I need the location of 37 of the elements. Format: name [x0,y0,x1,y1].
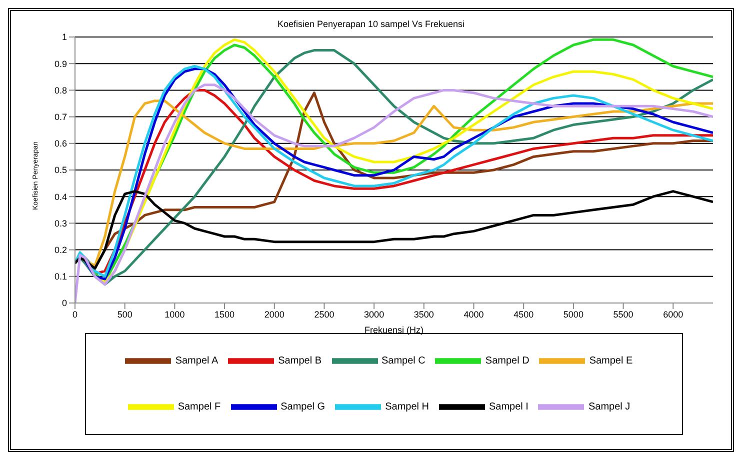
legend-label: Sampel B [278,356,322,367]
line-series [75,190,713,270]
y-tick-label: 0.1 [54,272,67,282]
y-tick-label: 0.2 [54,244,67,255]
y-tick-label: 0.5 [54,165,67,176]
x-tick-label: 5000 [563,309,584,320]
y-tick-label: 0.9 [54,58,67,69]
y-tick-label: 0 [62,298,67,308]
y-tick-label: 0.6 [54,138,67,149]
x-tick-label: 6000 [663,309,684,320]
x-tick-label: 1500 [214,309,235,320]
legend-label: Sampel A [175,356,218,367]
x-tick-label: 1000 [164,309,185,320]
y-tick-label: 0.3 [54,218,67,228]
legend-label: Sampel H [385,402,429,413]
x-tick-label: 2000 [264,309,284,320]
legend-label: Sampel C [382,356,426,367]
x-tick-label: 0 [72,309,78,320]
x-tick-label: 4000 [464,309,484,320]
x-tick-label: 2500 [314,309,334,320]
x-tick-label: 5500 [613,309,634,320]
legend-label: Sampel G [280,402,326,413]
x-tick-label: 3500 [414,309,434,320]
y-tick-label: 0.4 [54,192,67,202]
legend-label: Sampel D [485,356,530,367]
legend-label: Sampel I [489,402,528,413]
y-tick-label: 0.7 [54,112,67,122]
y-tick-label: 0.8 [54,85,67,96]
legend-label: Sampel J [588,402,630,413]
x-tick-label: 3000 [364,309,384,320]
y-tick-label: 1 [62,32,67,42]
x-tick-label: 500 [117,309,132,320]
legend-label: Sampel E [589,356,633,367]
legend-label: Sampel F [178,402,221,413]
chart-title: Koefisien Penyerapan 10 sampel Vs Frekuensi [276,19,466,29]
x-axis-title: Frekuensi (Hz) [364,325,424,335]
x-tick-label: 4500 [514,309,534,320]
